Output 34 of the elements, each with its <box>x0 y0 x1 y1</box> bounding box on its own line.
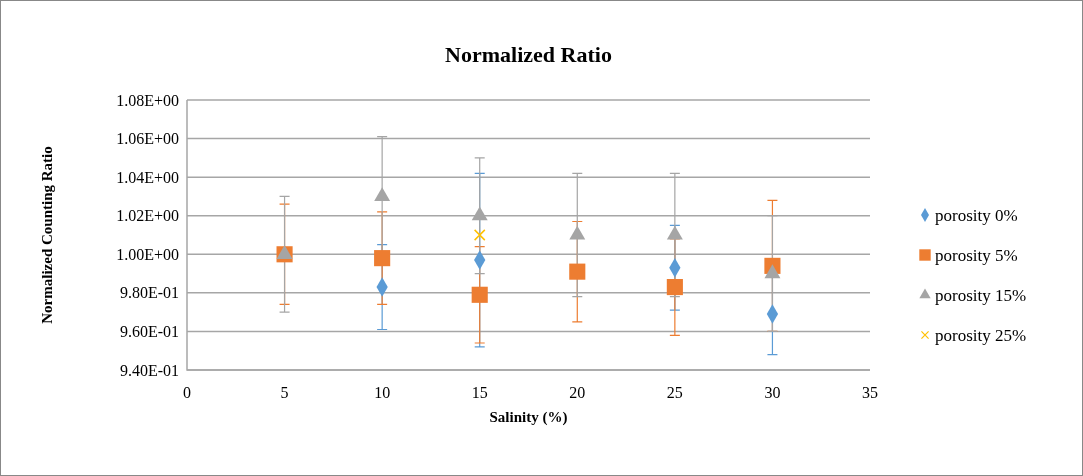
y-tick-label: 1.02E+00 <box>116 207 179 225</box>
legend-label: porosity 25% <box>935 325 1027 345</box>
x-tick-label: 35 <box>862 383 878 401</box>
legend-label: porosity 0% <box>935 205 1018 225</box>
point <box>666 225 683 240</box>
x-tick-label: 30 <box>764 383 781 401</box>
point <box>276 245 293 259</box>
y-tick-label: 1.06E+00 <box>116 130 179 148</box>
x-tick-label: 20 <box>569 383 586 401</box>
x-tick-label: 15 <box>471 383 488 401</box>
point <box>569 225 586 240</box>
point <box>764 264 781 279</box>
point <box>666 279 683 296</box>
y-tick-label: 1.08E+00 <box>116 91 179 109</box>
point <box>569 263 586 280</box>
y-tick-label: 1.04E+00 <box>116 168 179 186</box>
y-tick-label: 9.80E-01 <box>119 284 179 302</box>
x-tick-label: 0 <box>183 383 191 401</box>
x-tick-label: 5 <box>280 383 289 401</box>
y-tick-label: 1.00E+00 <box>116 245 179 263</box>
chart-title: Normalized Ratio <box>445 42 612 67</box>
point <box>473 229 486 241</box>
x-tick-label: 10 <box>374 383 391 401</box>
y-axis-title: Normalized Counting Ratio <box>39 146 55 324</box>
point <box>471 206 488 221</box>
x-tick-label: 25 <box>666 383 683 401</box>
point <box>471 286 488 303</box>
y-tick-label: 9.40E-01 <box>119 361 179 379</box>
legend-label: porosity 5% <box>935 245 1018 265</box>
x-axis-title: Salinity (%) <box>489 409 568 426</box>
legend-label: porosity 15% <box>935 285 1027 305</box>
point <box>374 250 391 267</box>
y-tick-label: 9.60E-01 <box>119 323 179 341</box>
point <box>374 187 391 202</box>
